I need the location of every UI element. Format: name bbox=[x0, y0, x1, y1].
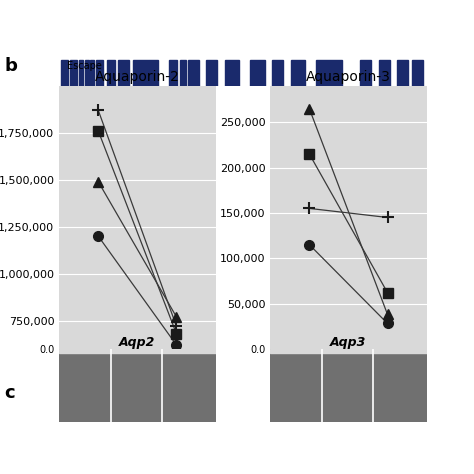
Title: Aquaporin-2: Aquaporin-2 bbox=[95, 70, 180, 83]
Bar bbox=[412, 60, 423, 86]
Title: Aquaporin-3: Aquaporin-3 bbox=[306, 70, 391, 83]
Title: Aqp2: Aqp2 bbox=[119, 336, 155, 349]
Bar bbox=[317, 60, 342, 86]
Bar bbox=[188, 60, 199, 86]
Bar bbox=[250, 60, 265, 86]
Bar bbox=[272, 60, 283, 86]
Bar bbox=[107, 60, 115, 86]
Bar bbox=[206, 60, 217, 86]
Bar bbox=[59, 349, 216, 353]
Bar bbox=[85, 60, 89, 86]
Text: Escape: Escape bbox=[66, 61, 101, 71]
Bar bbox=[118, 60, 129, 86]
Bar bbox=[61, 60, 68, 86]
Bar bbox=[270, 349, 427, 353]
Bar bbox=[291, 60, 305, 86]
Bar bbox=[360, 60, 372, 86]
Bar bbox=[91, 60, 94, 86]
Bar bbox=[170, 60, 177, 86]
Title: Aqp3: Aqp3 bbox=[330, 336, 366, 349]
Bar bbox=[96, 60, 103, 86]
Bar bbox=[80, 60, 83, 86]
Bar bbox=[379, 60, 390, 86]
Bar bbox=[397, 60, 408, 86]
Bar bbox=[133, 60, 158, 86]
Bar bbox=[70, 60, 77, 86]
Text: c: c bbox=[5, 384, 15, 402]
Text: b: b bbox=[5, 57, 18, 75]
Bar bbox=[225, 60, 239, 86]
Bar bbox=[181, 60, 186, 86]
